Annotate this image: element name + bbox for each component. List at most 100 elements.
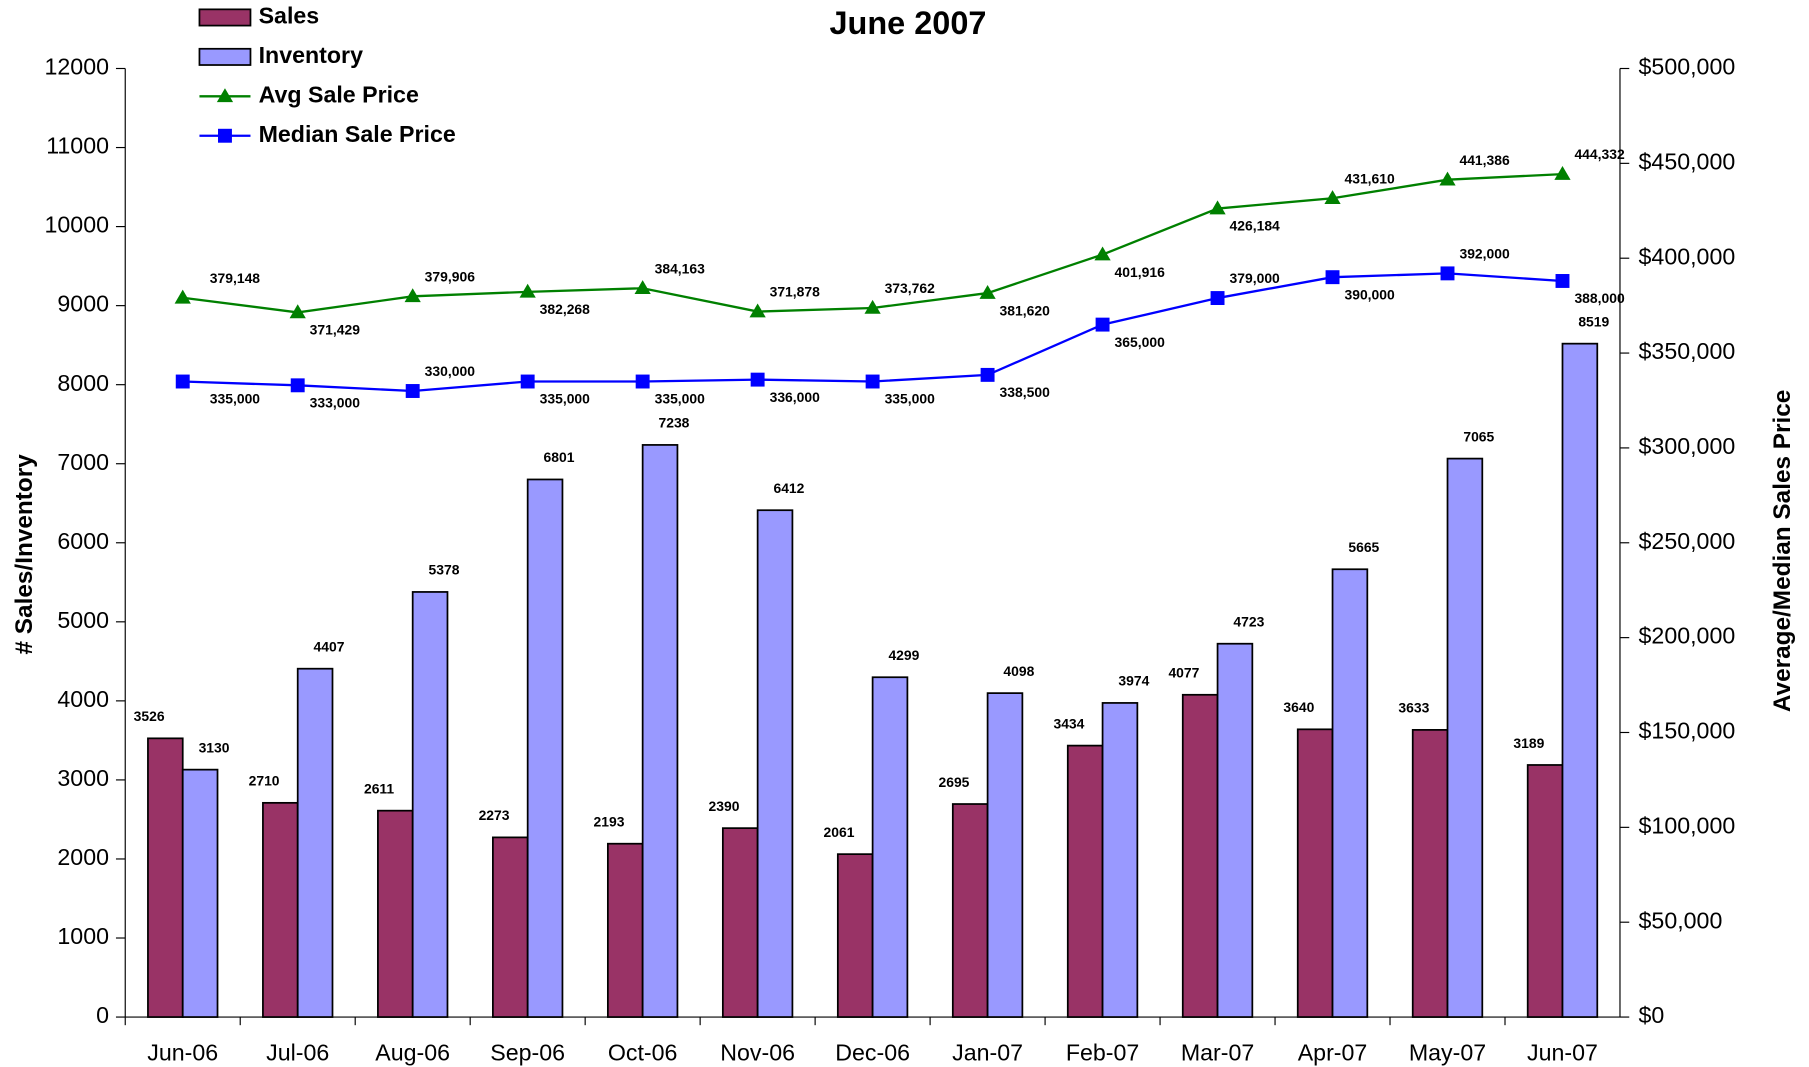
bar-value-label: 4098	[1003, 663, 1034, 679]
marker	[635, 374, 650, 389]
x-tick-label: Sep-06	[490, 1039, 565, 1065]
bar-value-label: 3633	[1398, 700, 1429, 716]
line-value-label: 330,000	[425, 363, 476, 379]
marker	[218, 128, 232, 143]
y-tick-label: 5000	[57, 607, 109, 633]
bar	[411, 591, 449, 1018]
bar	[1296, 728, 1334, 1018]
bar	[951, 803, 989, 1018]
bar-value-label: 3526	[134, 708, 165, 724]
bar	[1331, 568, 1369, 1018]
line-value-label: 401,916	[1115, 264, 1166, 280]
bar	[1446, 457, 1484, 1018]
bar-value-label: 4723	[1233, 614, 1264, 630]
bar	[871, 676, 909, 1018]
bar	[1066, 744, 1104, 1018]
y-tick-label: 9000	[57, 291, 109, 317]
line-value-label: 392,000	[1459, 246, 1510, 262]
line-value-label: 371,429	[310, 322, 361, 338]
bar	[526, 478, 564, 1018]
line-value-label: 384,163	[655, 260, 706, 276]
bar	[606, 842, 644, 1018]
x-tick-label: Feb-07	[1066, 1039, 1139, 1065]
line-value-label: 371,878	[770, 284, 821, 300]
y-tick-label: 4000	[57, 686, 109, 712]
marker	[404, 288, 421, 303]
y2-tick-label: $350,000	[1639, 338, 1736, 364]
marker	[289, 304, 306, 319]
marker	[1209, 200, 1226, 215]
bar	[1216, 642, 1254, 1018]
bar-value-label: 3130	[199, 739, 230, 755]
marker	[174, 289, 191, 304]
marker	[865, 374, 880, 389]
marker	[1440, 266, 1455, 281]
marker	[634, 280, 651, 295]
legend-label: Avg Sale Price	[259, 81, 419, 107]
bar	[756, 509, 794, 1018]
marker	[980, 367, 995, 382]
line-value-label: 335,000	[655, 391, 706, 407]
y2-tick-label: $250,000	[1639, 528, 1736, 554]
marker	[1555, 274, 1570, 288]
bar	[1561, 342, 1599, 1018]
x-tick-label: Mar-07	[1181, 1039, 1254, 1065]
bar-value-label: 7065	[1463, 428, 1494, 444]
x-tick-label: May-07	[1409, 1039, 1486, 1065]
bar	[836, 853, 874, 1018]
line-value-label: 335,000	[885, 391, 936, 407]
y-tick-label: 0	[96, 1002, 109, 1028]
x-tick-label: Apr-07	[1298, 1039, 1368, 1065]
line-value-label: 338,500	[1000, 384, 1051, 400]
y-tick-label: 11000	[46, 133, 109, 159]
y2-tick-label: $50,000	[1639, 907, 1723, 933]
y-tick-label: 10000	[45, 212, 109, 238]
bar-value-label: 7238	[658, 415, 689, 431]
line-value-label: 379,906	[425, 268, 476, 284]
y-tick-label: 7000	[57, 449, 109, 475]
legend-label: Sales	[259, 3, 320, 29]
marker	[216, 88, 234, 103]
bar-value-label: 2273	[479, 807, 510, 823]
bar-value-label: 3640	[1283, 699, 1314, 715]
bar-value-label: 2710	[249, 773, 280, 789]
line-value-label: 333,000	[310, 395, 361, 411]
y-axis-label: # Sales/Inventory	[11, 454, 38, 655]
marker	[519, 283, 536, 298]
y2-tick-label: $0	[1639, 1002, 1665, 1028]
marker	[1325, 270, 1340, 285]
bar-value-label: 6412	[773, 480, 804, 496]
y-tick-label: 1000	[57, 923, 109, 949]
bar	[986, 692, 1024, 1018]
legend-swatch	[198, 8, 252, 27]
bar-value-label: 4407	[314, 638, 345, 654]
marker	[1095, 317, 1110, 332]
bar-value-label: 2695	[938, 774, 969, 790]
y-tick-label: 6000	[57, 528, 109, 554]
line-value-label: 426,184	[1230, 218, 1281, 234]
bar	[641, 444, 679, 1018]
bar-value-label: 5378	[429, 562, 460, 578]
y2-tick-label: $150,000	[1639, 718, 1736, 744]
bar-value-label: 8519	[1578, 313, 1609, 329]
bar-value-label: 4299	[888, 647, 919, 663]
line-value-label: 441,386	[1459, 152, 1510, 168]
marker	[520, 374, 535, 389]
line-value-label: 373,762	[885, 280, 936, 296]
y2-tick-label: $200,000	[1639, 623, 1736, 649]
bar	[147, 737, 184, 1018]
bar	[262, 801, 299, 1018]
y-tick-label: 12000	[45, 54, 109, 80]
marker	[1210, 291, 1225, 306]
x-tick-label: Oct-06	[608, 1039, 678, 1065]
bar	[377, 809, 414, 1018]
x-tick-label: Jan-07	[952, 1039, 1023, 1065]
bar-value-label: 2061	[824, 824, 855, 840]
line-value-label: 336,000	[770, 389, 821, 405]
x-tick-label: Jun-07	[1527, 1039, 1598, 1065]
marker	[290, 378, 305, 393]
bar-value-label: 2390	[709, 798, 740, 814]
bar-value-label: 5665	[1348, 539, 1379, 555]
bar-value-label: 3974	[1118, 673, 1149, 689]
